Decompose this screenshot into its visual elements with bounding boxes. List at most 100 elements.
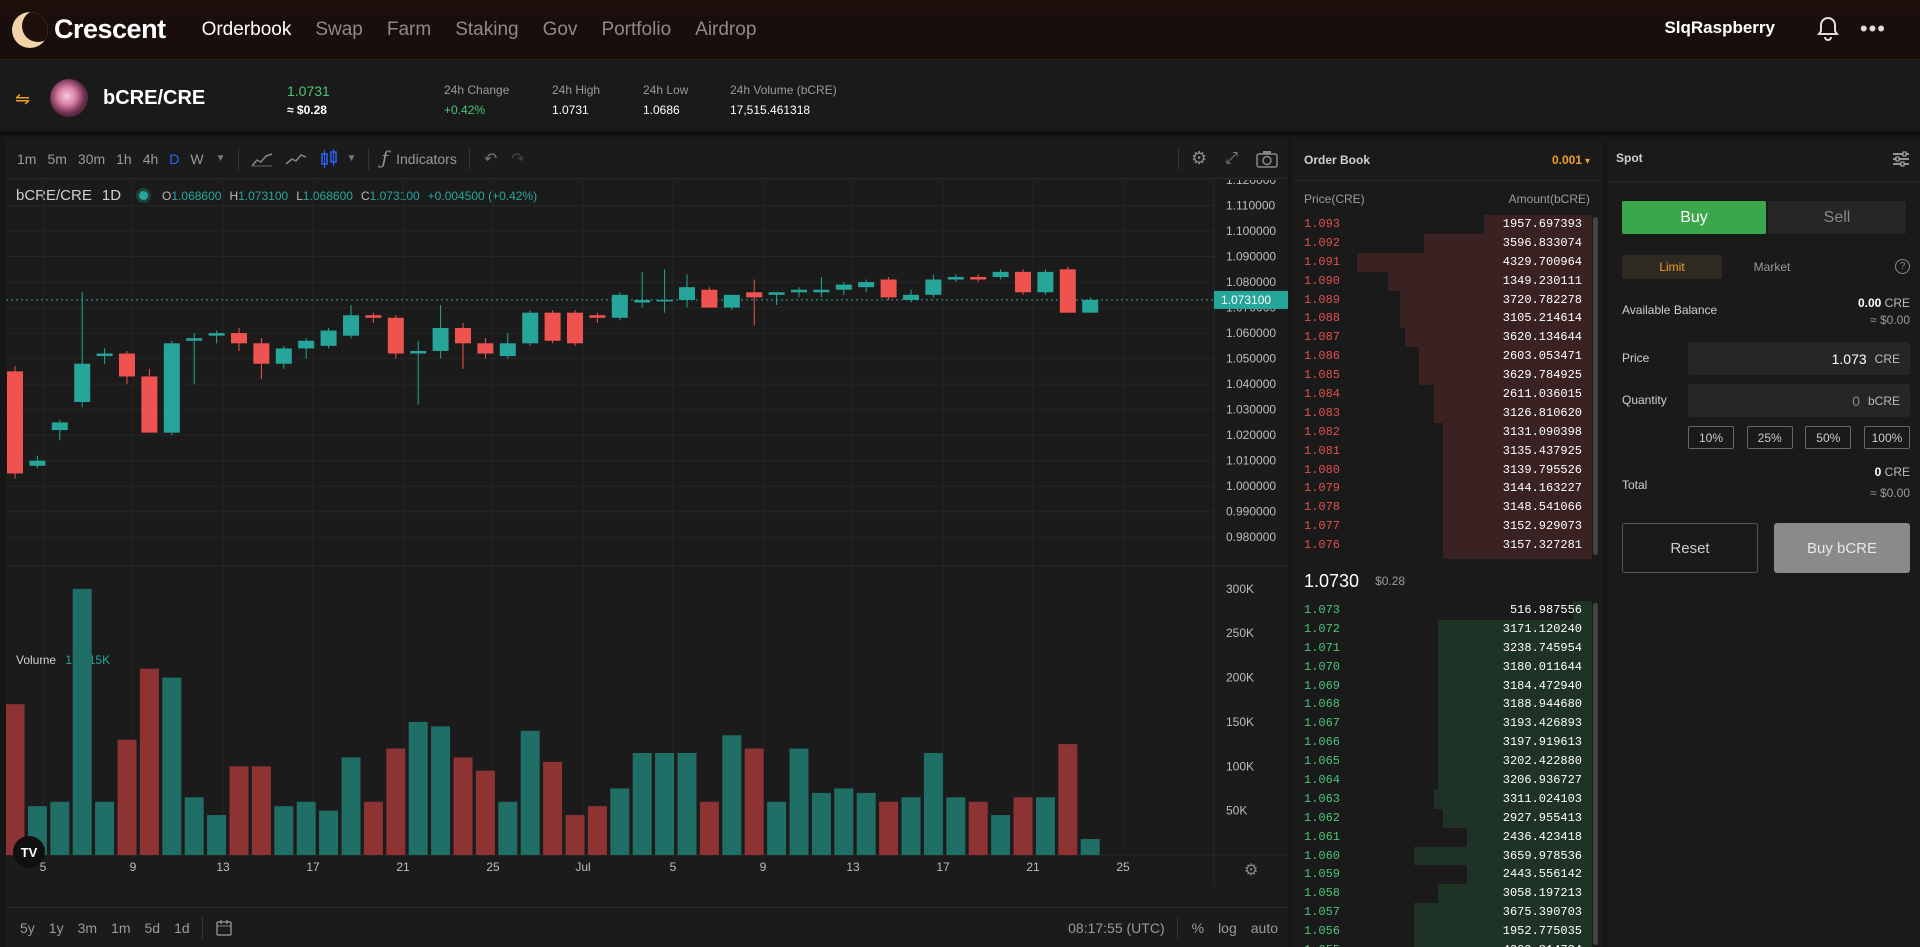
- camera-snapshot-icon[interactable]: [1256, 150, 1278, 168]
- range-5d[interactable]: 5d: [144, 919, 161, 936]
- timeframe-1h[interactable]: 1h: [116, 150, 132, 167]
- ask-row[interactable]: 1.090 1349.230111: [1292, 271, 1602, 291]
- percent-button[interactable]: 10%: [1688, 426, 1734, 449]
- nav-link-farm[interactable]: Farm: [386, 18, 432, 40]
- ask-row[interactable]: 1.076 3157.327281: [1292, 536, 1602, 556]
- bar-chart-style-icon[interactable]: [250, 151, 273, 167]
- ask-row[interactable]: 1.089 3720.782278: [1292, 290, 1602, 310]
- bid-row[interactable]: 1.058 3058.197213: [1292, 884, 1602, 904]
- ask-row[interactable]: 1.088 3105.214614: [1292, 309, 1602, 329]
- ask-row[interactable]: 1.091 4329.700964: [1292, 252, 1602, 272]
- limit-tab[interactable]: Limit: [1622, 255, 1722, 279]
- ask-row[interactable]: 1.085 3629.784925: [1292, 366, 1602, 386]
- date-range-icon[interactable]: [215, 919, 233, 937]
- ask-row[interactable]: 1.081 3135.437925: [1292, 441, 1602, 461]
- bid-row[interactable]: 1.066 3197.919613: [1292, 733, 1602, 753]
- undo-icon[interactable]: ↶: [483, 150, 498, 168]
- ask-row[interactable]: 1.077 3152.929073: [1292, 517, 1602, 537]
- ask-row[interactable]: 1.092 3596.833074: [1292, 233, 1602, 253]
- bid-row[interactable]: 1.059 2443.556142: [1292, 865, 1602, 885]
- bid-row[interactable]: 1.068 3188.944680: [1292, 695, 1602, 715]
- range-1d[interactable]: 1d: [174, 919, 190, 936]
- bid-row[interactable]: 1.065 3202.422880: [1292, 752, 1602, 772]
- precision-select[interactable]: 0.001 ▾: [1552, 151, 1590, 169]
- bid-row[interactable]: 1.060 3659.978536: [1292, 846, 1602, 866]
- bid-row[interactable]: 1.069 3184.472940: [1292, 676, 1602, 696]
- buy-tab[interactable]: Buy: [1622, 201, 1766, 234]
- range-5y[interactable]: 5y: [20, 919, 35, 936]
- percent-scale-toggle[interactable]: %: [1191, 919, 1205, 936]
- tradingview-logo-icon[interactable]: TV: [13, 836, 45, 868]
- bid-row[interactable]: 1.062 2927.955413: [1292, 808, 1602, 828]
- nav-link-staking[interactable]: Staking: [455, 18, 519, 40]
- timeframe-4h[interactable]: 4h: [142, 150, 159, 167]
- server-time[interactable]: 08:17:55 (UTC): [1068, 919, 1165, 936]
- line-chart-style-icon[interactable]: [285, 151, 307, 167]
- redo-icon[interactable]: ↷: [511, 150, 525, 168]
- indicators-button[interactable]: Indicators: [396, 150, 457, 167]
- ask-row[interactable]: 1.093 1957.697393: [1292, 215, 1602, 234]
- ask-row[interactable]: 1.087 3620.134644: [1292, 328, 1602, 348]
- price-input[interactable]: 1.073 CRE: [1688, 342, 1910, 375]
- settings-gear-icon[interactable]: ⚙: [1191, 148, 1208, 168]
- nav-link-airdrop[interactable]: Airdrop: [695, 18, 757, 40]
- nav-link-orderbook[interactable]: Orderbook: [201, 18, 292, 40]
- ask-row[interactable]: 1.082 3131.090398: [1292, 422, 1602, 442]
- help-icon[interactable]: ?: [1895, 259, 1910, 274]
- timeframe-1m[interactable]: 1m: [17, 150, 37, 167]
- bid-row[interactable]: 1.072 3171.120240: [1292, 619, 1602, 639]
- bid-row[interactable]: 1.056 1952.775035: [1292, 922, 1602, 942]
- ask-row[interactable]: 1.083 3126.810620: [1292, 403, 1602, 423]
- range-1y[interactable]: 1y: [48, 919, 64, 936]
- bid-row[interactable]: 1.067 3193.426893: [1292, 714, 1602, 734]
- switch-pair-icon[interactable]: ⇋: [15, 89, 31, 109]
- brand-logo[interactable]: Crescent: [12, 11, 166, 48]
- auto-scale-toggle[interactable]: auto: [1250, 919, 1278, 936]
- ask-row[interactable]: 1.084 2611.036015: [1292, 385, 1602, 404]
- bid-row[interactable]: 1.057 3675.390703: [1292, 903, 1602, 923]
- pair-name[interactable]: bCRE/CRE: [103, 87, 206, 109]
- log-scale-toggle[interactable]: log: [1218, 919, 1237, 936]
- bid-row[interactable]: 1.064 3206.936727: [1292, 771, 1602, 790]
- timeframe-W[interactable]: W: [190, 150, 204, 167]
- nav-link-swap[interactable]: Swap: [315, 18, 363, 40]
- chevron-down-icon[interactable]: ▼: [346, 153, 357, 164]
- price-chart[interactable]: 1.120000 1.110000 1.100000 1.090000 1.080000…: [6, 180, 1288, 907]
- buy-submit-button[interactable]: Buy bCRE: [1774, 523, 1910, 573]
- quantity-input[interactable]: 0 bCRE: [1688, 384, 1910, 417]
- timeframe-30m[interactable]: 30m: [77, 150, 106, 167]
- chevron-down-icon[interactable]: ▼: [215, 153, 226, 164]
- market-tab[interactable]: Market: [1753, 260, 1791, 274]
- bid-row[interactable]: 1.071 3238.745954: [1292, 638, 1602, 658]
- percent-button[interactable]: 25%: [1746, 426, 1793, 449]
- bid-row[interactable]: 1.063 3311.024103: [1292, 789, 1602, 809]
- timeframe-D[interactable]: D: [169, 150, 180, 167]
- bids-scrollbar[interactable]: [1593, 603, 1598, 945]
- settings-sliders-icon[interactable]: [1892, 151, 1910, 167]
- nav-link-portfolio[interactable]: Portfolio: [601, 18, 672, 40]
- fullscreen-icon[interactable]: ⤢: [1225, 149, 1238, 167]
- percent-button[interactable]: 50%: [1805, 426, 1852, 449]
- ask-row[interactable]: 1.075 3161.735724: [1292, 555, 1602, 559]
- bid-row[interactable]: 1.070 3180.011644: [1292, 657, 1602, 677]
- timeframe-5m[interactable]: 5m: [47, 150, 67, 167]
- more-options-icon[interactable]: •••: [1859, 16, 1886, 41]
- candles-chart-style-icon[interactable]: [319, 148, 339, 169]
- range-3m[interactable]: 3m: [77, 919, 98, 936]
- range-1m[interactable]: 1m: [111, 919, 131, 936]
- asks-scrollbar[interactable]: [1593, 217, 1598, 555]
- nav-link-gov[interactable]: Gov: [542, 18, 578, 40]
- bell-icon[interactable]: [1816, 16, 1840, 47]
- indicators-icon[interactable]: ƒ: [381, 148, 389, 169]
- ask-row[interactable]: 1.080 3139.795526: [1292, 460, 1602, 480]
- percent-button[interactable]: 100%: [1863, 426, 1910, 449]
- ask-row[interactable]: 1.078 3148.541066: [1292, 498, 1602, 518]
- sell-tab[interactable]: Sell: [1768, 201, 1906, 234]
- user-name[interactable]: SlqRaspberry: [1664, 18, 1775, 37]
- bid-row[interactable]: 1.061 2436.423418: [1292, 827, 1602, 847]
- bid-row[interactable]: 1.055 4209.814734: [1292, 941, 1602, 947]
- bid-row[interactable]: 1.073 516.987556: [1292, 601, 1602, 620]
- reset-button[interactable]: Reset: [1622, 523, 1758, 573]
- ask-row[interactable]: 1.086 2603.053471: [1292, 347, 1602, 367]
- ask-row[interactable]: 1.079 3144.163227: [1292, 479, 1602, 499]
